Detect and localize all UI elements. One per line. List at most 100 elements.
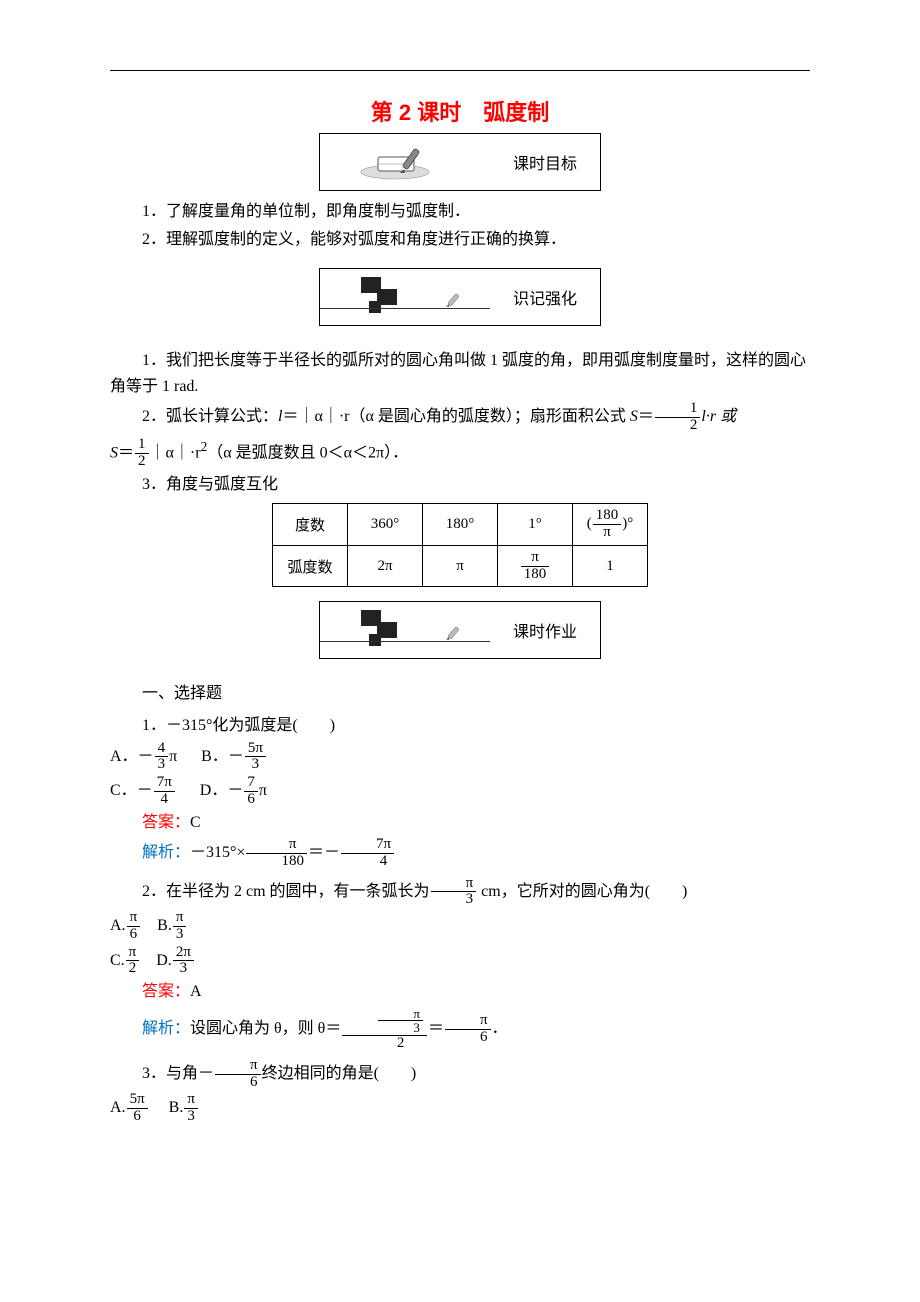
q1-D-n: 7 — [244, 775, 258, 791]
q3-A-prefix: A. — [110, 1099, 126, 1116]
q1-ana-lead: －315°× — [190, 844, 245, 861]
q1-ana-f2: 7π4 — [341, 837, 394, 870]
q2-D-d: 3 — [173, 960, 194, 977]
q2-C-frac: π2 — [126, 945, 140, 978]
memo-p1: 1．我们把长度等于半径长的弧所对的圆心角叫做 1 弧度的角，即用弧度制度量时，这… — [110, 348, 810, 399]
q3-B-prefix: B. — [169, 1099, 184, 1116]
q3-stem-d: 6 — [215, 1074, 261, 1091]
q3-A-frac: 5π6 — [127, 1092, 148, 1125]
q2-ana-big-n-frac: π3 — [378, 1007, 423, 1035]
banner-work-icon-cell — [320, 602, 490, 658]
memo-block: 1．我们把长度等于半径长的弧所对的圆心角叫做 1 弧度的角，即用弧度制度量时，这… — [110, 348, 810, 497]
goal-2: 2．理解弧度制的定义，能够对弧度和角度进行正确的换算． — [110, 227, 810, 253]
memo-p2-S: S — [630, 408, 638, 425]
cell-deg-2: 1° — [498, 504, 573, 546]
q2-ana-big-nd: 3 — [378, 1020, 423, 1035]
frac-half-1-d: 2 — [655, 417, 701, 434]
q3-B-n: π — [184, 1092, 198, 1108]
question-1: 1．－315°化为弧度是( ) A．－43π B．－5π3 C．－7π4 D．－… — [110, 713, 810, 870]
analysis-label: 解析： — [142, 844, 190, 861]
banner-memo-label: 识记强化 — [490, 269, 600, 325]
cell-rad-2-d: 180 — [521, 566, 550, 583]
q1-C-d: 4 — [154, 791, 175, 808]
memo-p2-tail1: l·r 或 — [701, 408, 736, 425]
banner-goal-icon-cell — [320, 134, 490, 190]
q1-stem: 1．－315°化为弧度是( ) — [110, 713, 810, 739]
q2-ana-tail: ． — [492, 1020, 508, 1037]
q2-A-d: 6 — [127, 926, 141, 943]
q3-stem: 3．与角－π6终边相同的角是( ) — [110, 1058, 810, 1091]
q1-D-suffix: π — [259, 782, 267, 799]
cell-deg-3-frac: 180π — [593, 508, 622, 541]
q2-A-prefix: A. — [110, 917, 126, 934]
cell-deg-3-d: π — [593, 524, 622, 541]
q3-B-d: 3 — [184, 1108, 198, 1125]
q1-B-n: 5π — [245, 741, 266, 757]
q2-ana-big-d: 2 — [342, 1035, 427, 1052]
q2-stem-b: cm，它所对的圆心角为( ) — [477, 883, 687, 900]
banner-memo-wrap: 识记强化 — [110, 268, 810, 326]
q2-answer-val: A — [190, 983, 202, 1000]
q1-ana-f2-d: 4 — [341, 853, 394, 870]
cell-rad-2-n: π — [521, 550, 550, 566]
cell-deg-0: 360° — [348, 504, 423, 546]
q1-A-frac: 43 — [155, 741, 169, 774]
q1-analysis: 解析：－315°×π180＝－7π4 — [110, 837, 810, 870]
q3-stem-b: 终边相同的角是( ) — [262, 1065, 417, 1082]
pen-icon — [424, 620, 484, 650]
q1-ana-f2-n: 7π — [341, 837, 394, 853]
banner-work-wrap: 课时作业 — [110, 601, 810, 659]
q2-stem: 2．在半径为 2 cm 的圆中，有一条弧长为π3 cm，它所对的圆心角为( ) — [110, 876, 810, 909]
memo-p3-mid: ｜α｜·r — [150, 444, 201, 461]
top-rule — [110, 70, 810, 71]
analysis-label: 解析： — [142, 1020, 190, 1037]
conversion-table: 度数 360° 180° 1° (180π)° 弧度数 2π π π180 1 — [272, 503, 648, 587]
q3-stem-frac: π6 — [215, 1058, 261, 1091]
q2-ana-bigfrac: π32 — [342, 1007, 427, 1052]
question-3: 3．与角－π6终边相同的角是( ) A.5π6 B.π3 — [110, 1058, 810, 1125]
lesson-title: 第 2 课时 弧度制 — [110, 95, 810, 127]
work-block: 一、选择题 1．－315°化为弧度是( ) A．－43π B．－5π3 C．－7… — [110, 681, 810, 1124]
q2-ana-f2: π6 — [445, 1013, 491, 1046]
q2-D-frac: 2π3 — [173, 945, 194, 978]
q2-A-n: π — [127, 910, 141, 926]
row-label-deg: 度数 — [273, 504, 348, 546]
memo-p2-prefix: 2．弧长计算公式： — [142, 408, 278, 425]
pen-icon — [424, 287, 484, 317]
banner-goal-label: 课时目标 — [490, 134, 600, 190]
q1-opts-row1: A．－43π B．－5π3 — [110, 741, 810, 774]
answer-label: 答案： — [142, 814, 190, 831]
q2-A-frac: π6 — [127, 910, 141, 943]
q2-C-prefix: C. — [110, 952, 125, 969]
q2-answer: 答案：A — [110, 979, 810, 1005]
frac-half-2-d: 2 — [135, 453, 149, 470]
q2-C-d: 2 — [126, 960, 140, 977]
row-label-rad: 弧度数 — [273, 545, 348, 587]
memo-p2-eq2: ＝ — [638, 408, 654, 425]
q1-C-n: 7π — [154, 775, 175, 791]
q1-answer: 答案：C — [110, 810, 810, 836]
q2-B-prefix: B. — [157, 917, 172, 934]
banner-memo: 识记强化 — [319, 268, 601, 326]
q1-ana-mid: ＝－ — [308, 844, 340, 861]
section-1-title: 一、选择题 — [110, 681, 810, 707]
banner-memo-line — [320, 308, 490, 309]
answer-label: 答案： — [142, 983, 190, 1000]
question-2: 2．在半径为 2 cm 的圆中，有一条弧长为π3 cm，它所对的圆心角为( ) … — [110, 876, 810, 1052]
q2-opts-row2: C.π2 D.2π3 — [110, 945, 810, 978]
q3-opts-row1: A.5π6 B.π3 — [110, 1092, 810, 1125]
cell-rad-0: 2π — [348, 545, 423, 587]
table-row: 度数 360° 180° 1° (180π)° — [273, 504, 648, 546]
memo-p3-S: S — [110, 444, 118, 461]
q1-A-prefix: A．－ — [110, 747, 154, 764]
cell-rad-2-frac: π180 — [521, 550, 550, 583]
table-row: 弧度数 2π π π180 1 — [273, 545, 648, 587]
q2-ana-f2-n: π — [445, 1013, 491, 1029]
frac-half-1-n: 1 — [655, 401, 701, 417]
q2-stem-a: 2．在半径为 2 cm 的圆中，有一条弧长为 — [142, 883, 430, 900]
goals-block: 1．了解度量角的单位制，即角度制与弧度制． 2．理解弧度制的定义，能够对弧度和角… — [110, 199, 810, 252]
cell-rad-1: π — [423, 545, 498, 587]
q1-A-n: 4 — [155, 741, 169, 757]
q1-B-frac: 5π3 — [245, 741, 266, 774]
q2-D-prefix: D. — [156, 952, 172, 969]
